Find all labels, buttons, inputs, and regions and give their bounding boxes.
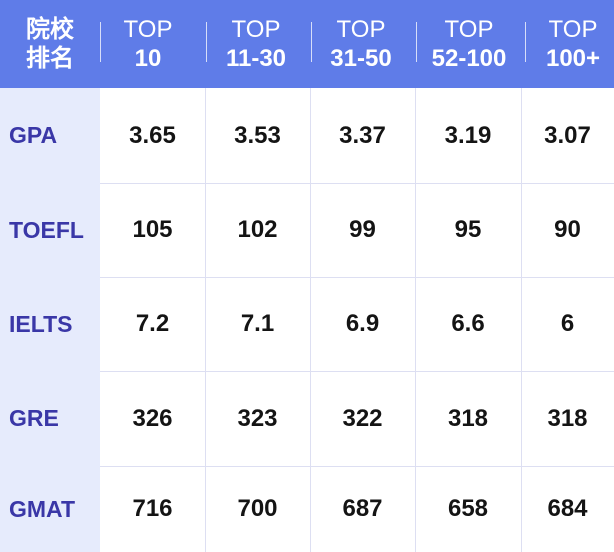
grid-line-vertical — [310, 88, 311, 552]
header-col-line1: TOP — [231, 16, 281, 43]
table-cell: 658 — [447, 495, 489, 522]
table-cell: 684 — [547, 495, 588, 522]
table-cell: 3.53 — [234, 121, 281, 149]
grid-line-horizontal — [100, 183, 614, 184]
header-col-line2: 10 — [134, 45, 162, 72]
header-col-line2: 52-100 — [431, 45, 507, 72]
header-col-top100-plus: TOP 100+ — [528, 0, 614, 88]
header-divider — [525, 22, 526, 62]
table-cell: 687 — [342, 495, 383, 522]
header-divider — [311, 22, 312, 62]
table-cell: 323 — [237, 404, 278, 432]
table-row-toefl: TOEFL 105 102 99 95 90 — [0, 183, 614, 277]
table-row-ielts: IELTS 7.2 7.1 6.9 6.6 6 — [0, 277, 614, 371]
table-cell: 3.37 — [339, 121, 386, 149]
table-cell: 700 — [237, 495, 278, 522]
header-col-line1: TOP — [123, 16, 173, 43]
grid-line-vertical — [521, 88, 522, 552]
table-row-gmat: GMAT 716 700 687 658 684 — [0, 466, 614, 552]
header-corner-line1: 院校 — [26, 16, 74, 43]
table-header: 院校 排名 TOP 10 TOP 11-30 TOP 31-50 TOP 52-… — [0, 0, 614, 88]
header-col-line2: 11-30 — [225, 45, 287, 72]
row-label: GMAT — [9, 495, 76, 522]
header-col-top31-50: TOP 31-50 — [311, 0, 411, 88]
table-cell: 326 — [132, 404, 173, 432]
header-corner-line2: 排名 — [26, 45, 74, 72]
header-col-top52-100: TOP 52-100 — [416, 0, 522, 88]
row-label: IELTS — [9, 310, 73, 337]
table-cell: 105 — [132, 216, 173, 243]
label-column-bg — [0, 88, 100, 552]
table-cell: 3.19 — [444, 121, 492, 149]
grid-line-vertical — [415, 88, 416, 552]
header-col-line1: TOP — [548, 16, 598, 43]
table-cell: 716 — [132, 495, 173, 522]
header-col-line2: 31-50 — [330, 45, 392, 72]
table-cell: 7.1 — [240, 310, 275, 337]
header-divider — [416, 22, 417, 62]
table-row-gpa: GPA 3.65 3.53 3.37 3.19 3.07 — [0, 88, 614, 183]
row-label: GRE — [9, 405, 59, 431]
grid-line-horizontal — [100, 466, 614, 467]
header-corner-rank: 院校 排名 — [0, 0, 100, 88]
grid-line-horizontal — [100, 371, 614, 372]
grid-line-vertical — [205, 88, 206, 552]
row-label: GPA — [9, 122, 58, 148]
header-divider — [206, 22, 207, 62]
table-cell: 6 — [560, 310, 575, 337]
table-cell: 3.65 — [129, 121, 176, 149]
header-col-line2: 100+ — [545, 45, 601, 72]
table-cell: 99 — [349, 216, 376, 243]
row-label: TOEFL — [9, 216, 84, 243]
header-col-line1: TOP — [336, 16, 386, 43]
table-cell: 318 — [447, 404, 489, 432]
header-col-top10: TOP 10 — [100, 0, 196, 88]
header-divider — [100, 22, 101, 62]
table-row-gre: GRE 326 323 322 318 318 — [0, 371, 614, 466]
table-cell: 90 — [554, 216, 581, 243]
table-cell: 322 — [342, 404, 383, 432]
table-cell: 6.6 — [451, 310, 485, 337]
table-cell: 6.9 — [345, 310, 380, 337]
header-col-line1: TOP — [444, 16, 494, 43]
table-cell: 3.07 — [544, 121, 591, 149]
table-cell: 102 — [237, 216, 278, 243]
table-cell: 7.2 — [135, 310, 170, 337]
grid-line-horizontal — [100, 277, 614, 278]
table-cell: 318 — [547, 404, 588, 432]
header-col-top11-30: TOP 11-30 — [206, 0, 306, 88]
table-cell: 95 — [454, 216, 482, 243]
